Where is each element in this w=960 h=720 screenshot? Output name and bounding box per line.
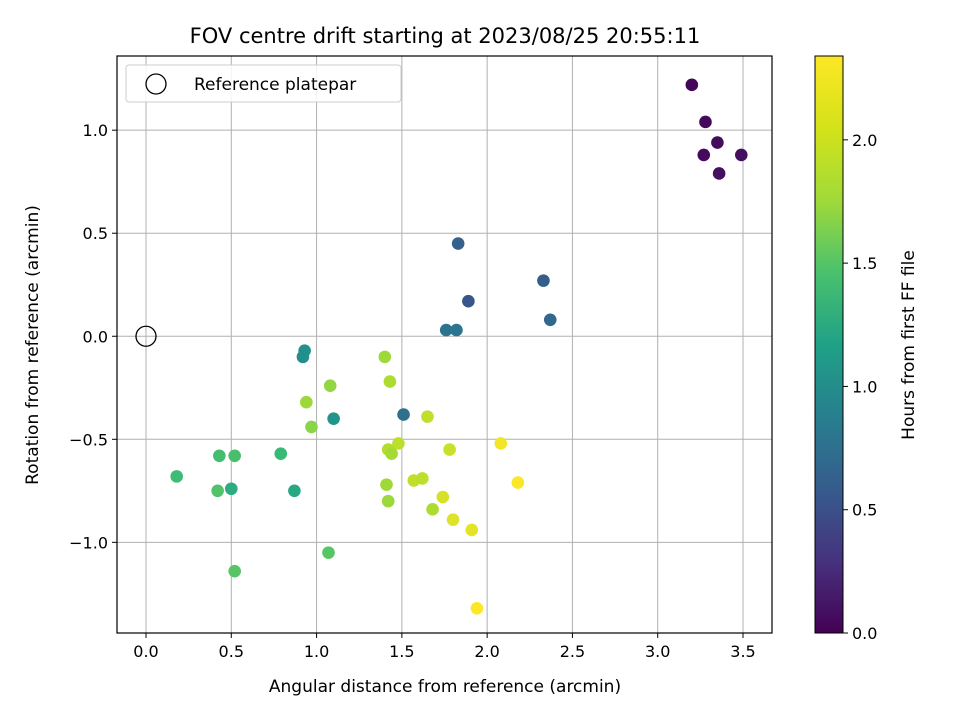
x-tick-label: 2.0 bbox=[474, 642, 499, 661]
data-point bbox=[397, 408, 410, 421]
data-point bbox=[274, 447, 288, 461]
x-tick-label: 1.5 bbox=[389, 642, 414, 661]
data-point bbox=[451, 237, 465, 250]
legend-label-reference: Reference platepar bbox=[194, 75, 356, 95]
colorbar-label: Hours from first FF file bbox=[899, 250, 919, 440]
x-tick-label: 3.0 bbox=[645, 642, 670, 661]
data-point bbox=[392, 437, 405, 450]
data-point bbox=[170, 470, 184, 483]
data-point bbox=[380, 478, 393, 491]
data-point bbox=[224, 482, 238, 496]
y-axis-label: Rotation from reference (arcmin) bbox=[23, 205, 43, 485]
data-point bbox=[685, 78, 699, 92]
data-point bbox=[381, 494, 395, 508]
data-point bbox=[305, 420, 318, 434]
y-tick-label: 0.5 bbox=[83, 224, 108, 243]
data-point bbox=[450, 323, 463, 337]
data-point bbox=[494, 437, 508, 450]
data-point bbox=[323, 379, 337, 393]
data-point bbox=[711, 136, 724, 149]
data-point bbox=[228, 564, 241, 578]
colorbar-ticks: 0.0 0.5 1.0 1.5 2.0 bbox=[843, 131, 877, 643]
data-point bbox=[211, 484, 224, 498]
data-point bbox=[439, 323, 453, 337]
y-tick-label: 1.0 bbox=[83, 121, 108, 140]
data-point bbox=[296, 350, 310, 364]
y-tick-label: 0.0 bbox=[83, 327, 108, 346]
data-point bbox=[228, 449, 241, 463]
data-point bbox=[543, 313, 557, 327]
reference-platepar-marker bbox=[135, 325, 157, 347]
data-point bbox=[712, 167, 726, 180]
colorbar-tick-label: 0.0 bbox=[852, 624, 877, 643]
legend-box bbox=[125, 64, 402, 103]
data-point bbox=[426, 503, 439, 516]
data-point bbox=[322, 546, 335, 559]
x-tick-label: 0.5 bbox=[219, 642, 244, 661]
plot-points bbox=[135, 78, 748, 615]
data-point bbox=[416, 472, 429, 485]
x-tick-label: 1.0 bbox=[304, 642, 329, 661]
x-tick-label: 2.5 bbox=[560, 642, 585, 661]
legend: Reference platepar bbox=[125, 64, 402, 103]
data-point bbox=[385, 447, 398, 461]
colorbar-tick-label: 1.0 bbox=[852, 377, 877, 396]
data-point bbox=[421, 410, 434, 423]
plot-area-frame bbox=[116, 55, 773, 634]
data-point bbox=[470, 601, 484, 615]
x-axis-label: Angular distance from reference (arcmin) bbox=[269, 677, 621, 697]
x-axis-ticks: 0.0 0.5 1.0 1.5 2.0 2.5 3.0 3.5 bbox=[133, 633, 756, 661]
chart-title: FOV centre drift starting at 2023/08/25 … bbox=[190, 24, 701, 48]
data-point bbox=[436, 490, 450, 504]
colorbar-tick-label: 1.5 bbox=[852, 254, 877, 273]
data-point bbox=[288, 484, 301, 498]
colorbar-tick-label: 0.5 bbox=[852, 501, 877, 520]
x-tick-label: 3.5 bbox=[730, 642, 755, 661]
data-point bbox=[511, 476, 525, 489]
data-point bbox=[734, 148, 748, 162]
data-point bbox=[327, 412, 340, 425]
colorbar bbox=[814, 55, 844, 634]
data-point bbox=[462, 294, 475, 308]
legend-marker-reference bbox=[145, 73, 167, 95]
y-tick-label: −0.5 bbox=[69, 430, 108, 449]
data-point bbox=[465, 523, 479, 537]
data-point bbox=[300, 395, 313, 409]
data-point bbox=[383, 375, 397, 388]
colorbar-tick-label: 2.0 bbox=[852, 131, 877, 150]
data-point bbox=[443, 443, 456, 456]
y-axis-ticks: −1.0 −0.5 0.0 0.5 1.0 bbox=[69, 121, 117, 552]
x-tick-label: 0.0 bbox=[133, 642, 158, 661]
data-point bbox=[697, 148, 711, 162]
data-point bbox=[699, 115, 712, 129]
plot-grid bbox=[117, 56, 772, 633]
data-point bbox=[378, 350, 392, 364]
data-point bbox=[213, 449, 226, 463]
data-point bbox=[537, 274, 550, 287]
y-tick-label: −1.0 bbox=[69, 533, 108, 552]
data-point bbox=[446, 513, 460, 526]
